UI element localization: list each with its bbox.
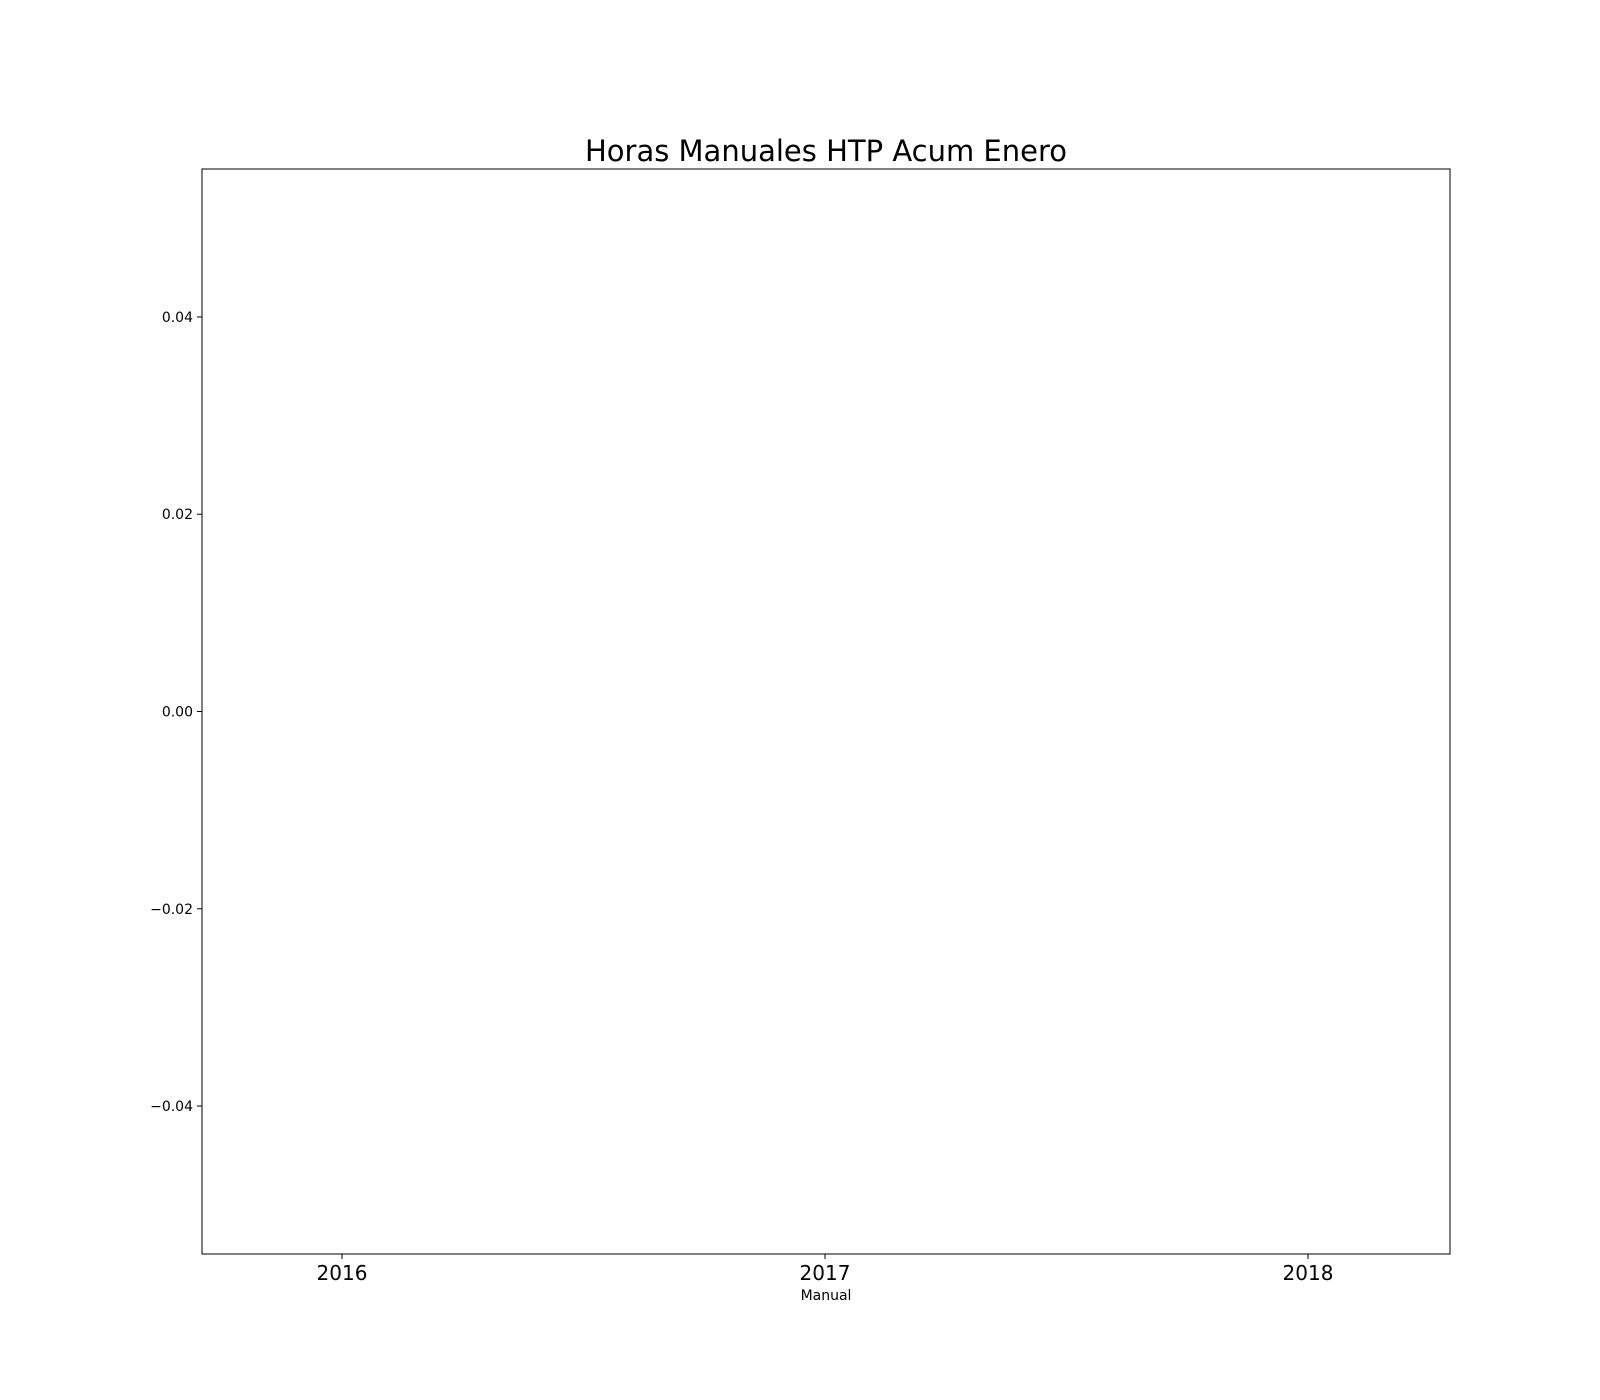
y-tick-label: −0.02 [150, 902, 193, 918]
y-tick-label: 0.04 [162, 310, 193, 326]
chart-title: Horas Manuales HTP Acum Enero [585, 134, 1067, 168]
x-tick-label: 2016 [317, 1261, 368, 1285]
x-axis-label: Manual [801, 1288, 852, 1304]
y-tick-label: −0.04 [150, 1099, 193, 1115]
y-tick-label: 0.00 [162, 705, 193, 721]
plot-area [201, 168, 1451, 1255]
x-tick-label: 2017 [800, 1261, 851, 1285]
y-tick-label: 0.02 [162, 507, 193, 523]
x-axis: 2016 2017 2018 [317, 1254, 1334, 1285]
y-axis: 0.04 0.02 0.00 −0.02 −0.04 [150, 310, 202, 1115]
x-tick-label: 2018 [1283, 1261, 1334, 1285]
